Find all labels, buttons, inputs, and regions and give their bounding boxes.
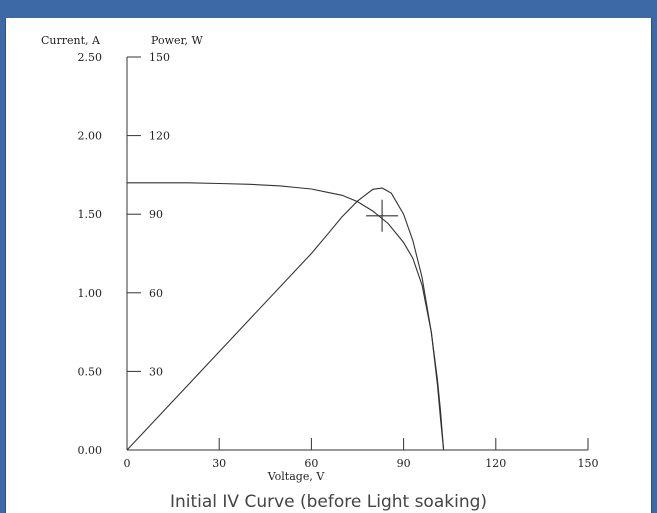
y-left-tick-label: 0.00: [78, 444, 103, 457]
annotations: [366, 199, 399, 232]
x-tick-label: 60: [304, 457, 318, 470]
curves: [126, 182, 445, 451]
current-curve: [127, 182, 445, 451]
y-right-tick-label: 90: [149, 208, 163, 221]
y-right-tick-label: 120: [149, 130, 170, 143]
y-right-ticks: 30 60 90 120 150: [127, 51, 170, 378]
y-left-tick-label: 1.50: [78, 208, 103, 221]
y-right-axis-title: Power, W: [151, 34, 204, 47]
y-left-ticks: 0.00 0.50 1.00 1.50 2.00 2.50: [78, 51, 103, 457]
y-left-axis-title: Current, A: [41, 34, 101, 47]
x-ticks: 0 30 60 90 120 150: [124, 438, 599, 470]
y-left-tick-label: 2.00: [78, 130, 103, 143]
y-left-tick-label: 2.50: [78, 51, 103, 64]
y-right-tick-label: 150: [149, 51, 170, 64]
y-left-tick-label: 1.00: [78, 287, 103, 300]
x-tick-label: 120: [485, 457, 506, 470]
x-axis-title: Voltage, V: [267, 470, 326, 483]
x-tick-label: 0: [124, 457, 131, 470]
y-left-tick-label: 0.50: [78, 365, 103, 378]
y-right-tick-label: 60: [149, 287, 163, 300]
iv-chart: 0 30 60 90 120 150 0.00 0.50 1.00 1.50 2.00 2.50 3…: [41, 34, 599, 483]
x-tick-label: 150: [578, 457, 599, 470]
power-curve: [126, 187, 445, 451]
chart-caption: Initial IV Curve (before Light soaking): [169, 492, 488, 512]
x-tick-label: 90: [397, 457, 411, 470]
y-right-tick-label: 30: [149, 365, 163, 378]
x-tick-label: 30: [212, 457, 226, 470]
chart-frame: 0 30 60 90 120 150 0.00 0.50 1.00 1.50 2.00 2.50 3…: [5, 18, 652, 513]
